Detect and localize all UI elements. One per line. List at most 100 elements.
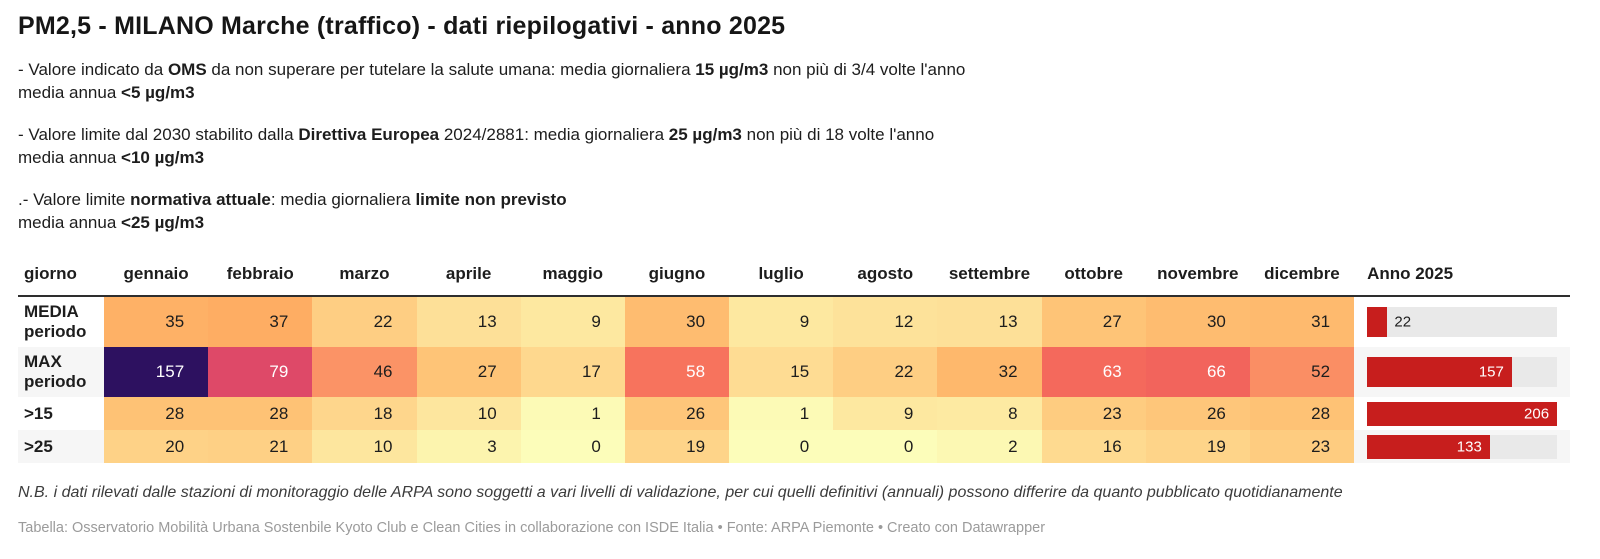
cell-gt15-maggio: 1 <box>520 397 625 430</box>
anno-bar-gt15: 206 <box>1367 401 1558 426</box>
row-label-line1: MEDIA <box>24 302 79 321</box>
bar-value-label: 206 <box>1524 405 1550 422</box>
row-label-max: MAX periodo <box>18 347 104 397</box>
summary-table: giorno gennaio febbraio marzo aprile mag… <box>18 253 1571 463</box>
header-settembre: settembre <box>948 264 1031 283</box>
note-current-annual: media annua <25 µg/m3 <box>18 213 205 232</box>
cell-max-maggio: 17 <box>520 347 625 397</box>
note-eu-daily: - Valore limite dal 2030 stabilito dalla… <box>18 125 935 144</box>
cell-gt25-giugno: 19 <box>624 430 730 463</box>
cell-gt25-gennaio: 20 <box>104 430 209 463</box>
row-label-gt15: >15 <box>18 397 104 430</box>
note-oms-daily: - Valore indicato da OMS da non superare… <box>18 60 966 79</box>
header-giugno: giugno <box>648 264 706 283</box>
header-giorno: giorno <box>24 264 77 283</box>
header-gennaio: gennaio <box>123 264 189 283</box>
table-header-row: giorno gennaio febbraio marzo aprile mag… <box>18 253 1570 297</box>
bar-fill <box>1367 401 1558 426</box>
bar-value-label: 133 <box>1456 438 1482 455</box>
cell-max-luglio: 15 <box>729 347 834 397</box>
note-oms: - Valore indicato da OMS da non superare… <box>18 58 1580 104</box>
note-eu-directive: - Valore limite dal 2030 stabilito dalla… <box>18 123 1580 169</box>
cell-gt25-agosto: 0 <box>833 430 938 463</box>
header-luglio: luglio <box>758 264 804 283</box>
table-row-gt25: >25 20 21 10 3 0 19 0 0 2 16 19 23 133 <box>18 430 1571 463</box>
cell-gt15-novembre: 26 <box>1145 397 1250 430</box>
cell-media-ottobre: 27 <box>1041 297 1146 347</box>
cell-gt15-marzo: 18 <box>312 397 417 430</box>
header-maggio: maggio <box>542 264 603 283</box>
cell-max-gennaio: 157 <box>104 347 209 397</box>
cell-max-marzo: 46 <box>312 347 417 397</box>
cell-gt15-ottobre: 23 <box>1041 397 1146 430</box>
header-novembre: novembre <box>1157 264 1239 283</box>
cell-media-gennaio: 35 <box>104 297 209 347</box>
cell-max-giugno: 58 <box>624 347 730 397</box>
cell-gt25-marzo: 10 <box>312 430 417 463</box>
note-eu-annual: media annua <10 µg/m3 <box>18 148 205 167</box>
cell-media-giugno: 30 <box>624 297 730 347</box>
cell-gt25-aprile: 3 <box>416 430 521 463</box>
bar-value-label: 157 <box>1478 363 1504 381</box>
bar-fill <box>1367 307 1388 337</box>
cell-media-novembre: 30 <box>1145 297 1250 347</box>
anno-bar-gt25: 133 <box>1367 434 1558 459</box>
cell-media-febbraio: 37 <box>208 297 313 347</box>
anno-bar-cell-gt15: 206 <box>1354 397 1570 430</box>
cell-gt25-ottobre: 16 <box>1041 430 1146 463</box>
anno-bar-media: 22 <box>1367 307 1558 337</box>
cell-max-agosto: 22 <box>833 347 938 397</box>
limit-notes: - Valore indicato da OMS da non superare… <box>18 58 1580 234</box>
cell-gt25-maggio: 0 <box>520 430 625 463</box>
cell-gt25-settembre: 2 <box>937 430 1042 463</box>
cell-gt25-dicembre: 23 <box>1249 430 1355 463</box>
header-dicembre: dicembre <box>1264 264 1340 283</box>
cell-gt15-dicembre: 28 <box>1249 397 1355 430</box>
anno-bar-cell-gt25: 133 <box>1354 430 1571 463</box>
cell-gt15-gennaio: 28 <box>104 397 209 430</box>
table-row-gt15: >15 28 28 18 10 1 26 1 9 8 23 26 28 206 <box>18 397 1570 430</box>
cell-gt15-luglio: 1 <box>729 397 834 430</box>
bar-value-label: 22 <box>1394 313 1412 331</box>
row-label-line1: >25 <box>24 436 53 456</box>
header-anno-2025: Anno 2025 <box>1367 264 1454 283</box>
header-ottobre: ottobre <box>1064 264 1123 283</box>
cell-media-maggio: 9 <box>520 297 625 347</box>
bar-fill <box>1367 434 1490 459</box>
cell-max-febbraio: 79 <box>208 347 313 397</box>
header-febbraio: febbraio <box>226 264 294 283</box>
row-label-media: MEDIA periodo <box>18 297 104 347</box>
row-label-line2: periodo <box>24 372 87 391</box>
cell-gt25-febbraio: 21 <box>208 430 313 463</box>
cell-media-agosto: 12 <box>833 297 938 347</box>
cell-max-dicembre: 52 <box>1249 347 1355 397</box>
cell-max-ottobre: 63 <box>1041 347 1146 397</box>
page-title: PM2,5 - MILANO Marche (traffico) - dati … <box>18 12 786 40</box>
header-agosto: agosto <box>857 264 914 283</box>
cell-media-luglio: 9 <box>729 297 834 347</box>
cell-max-settembre: 32 <box>937 347 1042 397</box>
header-aprile: aprile <box>445 264 492 283</box>
header-marzo: marzo <box>339 264 390 283</box>
source-attribution: Tabella: Osservatorio Mobilità Urbana So… <box>18 520 1046 536</box>
cell-gt25-luglio: 0 <box>729 430 834 463</box>
anno-bar-max: 157 <box>1367 357 1558 387</box>
note-current-daily: .- Valore limite normativa attuale: medi… <box>18 190 567 209</box>
cell-media-dicembre: 31 <box>1249 297 1355 347</box>
row-label-line1: >15 <box>24 403 53 423</box>
cell-gt25-novembre: 19 <box>1145 430 1250 463</box>
cell-gt15-febbraio: 28 <box>208 397 313 430</box>
cell-gt15-giugno: 26 <box>624 397 730 430</box>
cell-gt15-settembre: 8 <box>937 397 1042 430</box>
table-row-media-periodo: MEDIA periodo 35 37 22 13 9 30 9 12 13 27… <box>18 297 1570 347</box>
validation-footnote: N.B. i dati rilevati dalle stazioni di m… <box>18 484 1343 501</box>
anno-bar-cell-media: 22 <box>1354 297 1570 347</box>
cell-media-aprile: 13 <box>416 297 521 347</box>
pm25-summary-chart: PM2,5 - MILANO Marche (traffico) - dati … <box>18 12 1580 536</box>
row-label-line2: periodo <box>24 322 87 341</box>
cell-gt15-agosto: 9 <box>833 397 938 430</box>
note-current-law: .- Valore limite normativa attuale: medi… <box>18 188 1580 234</box>
cell-max-novembre: 66 <box>1145 347 1250 397</box>
cell-media-marzo: 22 <box>312 297 417 347</box>
cell-max-aprile: 27 <box>416 347 521 397</box>
